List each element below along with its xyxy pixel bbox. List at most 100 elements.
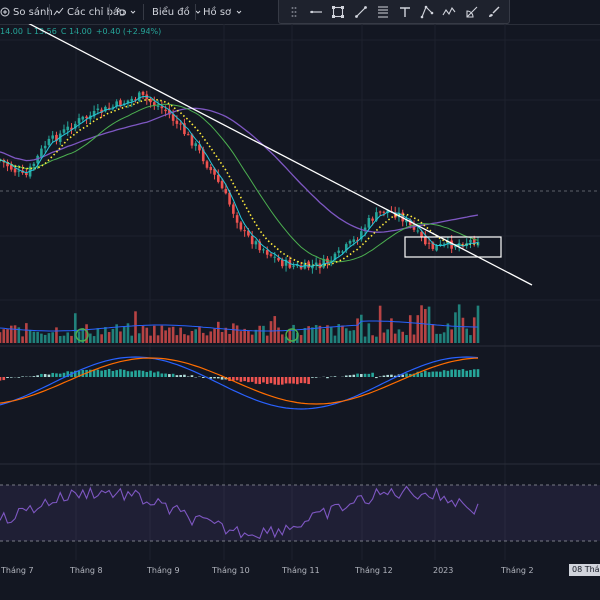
volume-bar	[254, 329, 258, 343]
volume-bar	[408, 315, 412, 343]
trend-line-icon[interactable]	[352, 3, 370, 21]
candle-body	[201, 149, 205, 162]
candle-body	[62, 129, 66, 133]
volume-bar	[73, 313, 77, 343]
candle-body	[134, 99, 137, 101]
macd-histogram-bar	[375, 377, 378, 379]
candle-body	[420, 231, 423, 237]
ruler-icon[interactable]	[463, 3, 481, 21]
candle-body	[424, 236, 427, 245]
macd-histogram-bar	[40, 373, 43, 377]
chevron-down-icon	[195, 10, 201, 14]
macd-histogram-bar	[284, 377, 288, 384]
volume-bar	[62, 335, 66, 343]
volume-bar	[153, 325, 156, 343]
candle-body	[179, 123, 182, 125]
macd-histogram-bar	[303, 377, 307, 384]
volume-bar	[382, 332, 386, 343]
candle-body	[292, 265, 295, 267]
volume-bar	[81, 328, 85, 343]
macd-histogram-bar	[420, 372, 423, 377]
chevron-down-icon	[130, 10, 136, 14]
candle-body	[446, 241, 450, 244]
candle-body	[367, 217, 371, 228]
macd-histogram-bar	[386, 374, 389, 377]
volume-bar	[386, 329, 389, 343]
candle-body	[250, 235, 254, 245]
undo-button[interactable]	[116, 3, 136, 21]
candle-body	[337, 250, 341, 253]
pattern-icon[interactable]	[440, 3, 458, 21]
macd-histogram-bar	[62, 372, 66, 377]
volume-bar	[194, 329, 198, 343]
macd-histogram-bar	[220, 377, 224, 380]
candle-body	[265, 250, 269, 255]
macd-histogram-bar	[277, 377, 280, 385]
signal-line	[0, 357, 479, 405]
template-button[interactable]: Hồ sơ	[203, 3, 242, 21]
macd-histogram-bar	[356, 373, 359, 377]
volume-bar	[220, 332, 224, 343]
crosshair-date-label: 08 Tháng	[569, 564, 600, 576]
x-label: Tháng 7	[1, 566, 34, 575]
candle-body	[156, 105, 160, 107]
macd-histogram-bar	[232, 377, 235, 381]
macd-histogram-bar	[262, 377, 265, 383]
candle-body	[205, 161, 209, 168]
legend-low: L 13.56	[26, 27, 57, 36]
volume-bar	[70, 335, 73, 343]
candle-body	[254, 241, 258, 245]
candle-body	[442, 243, 446, 245]
path-icon[interactable]	[374, 3, 392, 21]
candle-body	[126, 100, 130, 104]
candle-body	[6, 161, 9, 167]
volume-bar	[465, 328, 469, 343]
volume-bar	[269, 321, 273, 343]
horizontal-line-icon[interactable]	[307, 3, 325, 21]
indicators-button[interactable]: Các chỉ báo	[53, 3, 125, 21]
volume-bar	[104, 327, 107, 343]
fib-icon[interactable]	[418, 3, 436, 21]
volume-bar	[156, 335, 160, 343]
macd-histogram-bar	[36, 375, 39, 377]
volume-bar	[454, 312, 457, 343]
brush-icon[interactable]	[485, 3, 503, 21]
macd-histogram-bar	[401, 374, 405, 377]
volume-bar	[450, 329, 453, 343]
chart-type-button[interactable]: Biểu đồ	[152, 3, 201, 21]
compare-button[interactable]: So sánh	[0, 3, 53, 21]
volume-bar	[6, 329, 9, 343]
drawings[interactable]	[24, 24, 533, 286]
volume-bar	[149, 335, 152, 343]
macd-histogram-bar	[363, 373, 367, 377]
volume-bar	[393, 333, 397, 343]
x-label: Tháng 8	[70, 566, 103, 575]
candle-body	[70, 127, 73, 130]
chart-area[interactable]	[0, 24, 600, 560]
volume-bar	[288, 328, 292, 343]
macd-histogram-bar	[145, 371, 149, 377]
volume-bar	[472, 317, 476, 343]
volume-bar	[115, 324, 118, 343]
candle-body	[408, 219, 412, 226]
volume-bar	[360, 314, 363, 343]
volume-bar	[401, 331, 405, 343]
macd-histogram-bar	[141, 370, 145, 377]
text-icon[interactable]	[396, 3, 414, 21]
volume-bar	[92, 336, 96, 343]
drag-handle-icon[interactable]	[285, 3, 303, 21]
candle-body	[280, 259, 284, 267]
macd-histogram-bar	[107, 369, 111, 377]
macd-histogram-bar	[239, 377, 243, 382]
candle-body	[183, 123, 186, 135]
macd-histogram-bar	[2, 377, 6, 381]
rectangle-icon[interactable]	[329, 3, 347, 21]
volume-bar	[175, 335, 179, 343]
volume-bar	[228, 333, 231, 343]
volume-bar	[292, 324, 295, 343]
macd-histogram-bar	[307, 377, 310, 385]
volume-bar	[258, 325, 262, 343]
volume-bar	[2, 329, 6, 343]
macd-histogram-bar	[382, 375, 386, 377]
x-label: Tháng 2	[501, 566, 534, 575]
